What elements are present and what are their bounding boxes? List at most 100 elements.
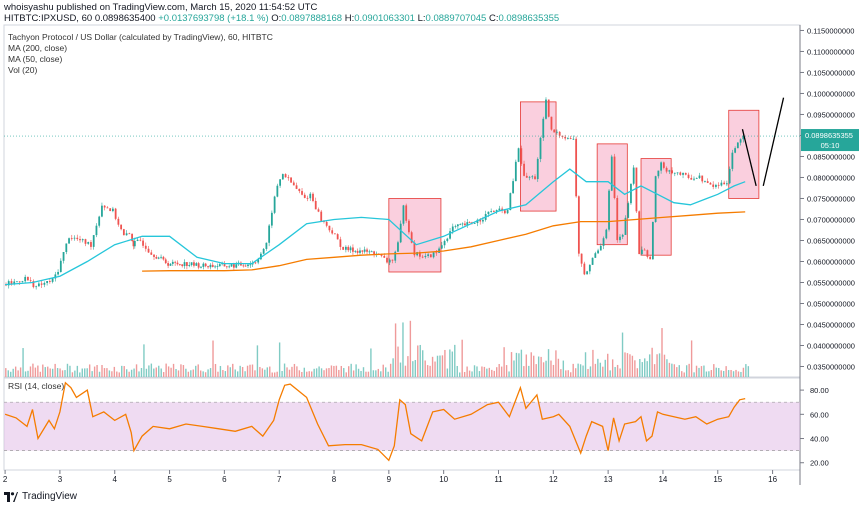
volume-bar <box>491 369 493 377</box>
volume-bar <box>656 354 658 377</box>
candle-body <box>106 207 109 209</box>
volume-bar <box>12 368 14 377</box>
candle-body <box>70 238 73 240</box>
candle-body <box>101 205 103 217</box>
highlight-box <box>388 198 442 273</box>
candle-body <box>682 172 684 175</box>
volume-bar <box>261 368 264 377</box>
volume-bar <box>624 352 626 377</box>
x-tick-label: 4 <box>113 475 118 484</box>
ma50-legend[interactable]: MA (50, close) <box>8 54 63 64</box>
candle-body <box>591 257 594 265</box>
candle-body <box>619 236 621 241</box>
volume-bar <box>32 363 34 377</box>
volume-bar <box>626 353 629 377</box>
volume-bar <box>150 363 153 377</box>
candle-body <box>501 208 504 211</box>
candle-body <box>331 230 334 234</box>
candle-body <box>370 251 373 253</box>
candle-body <box>51 278 54 282</box>
candle-body <box>35 286 38 288</box>
volume-bar <box>456 365 458 377</box>
candle-body <box>167 263 170 266</box>
candle-body <box>506 210 509 214</box>
ma200-line <box>142 211 746 272</box>
candle-body <box>7 281 10 286</box>
candle-body <box>81 239 84 241</box>
candle-body <box>171 261 174 264</box>
candle-body <box>473 222 476 224</box>
candle-body <box>260 253 262 260</box>
publisher-line: whoisyashu published on TradingView.com,… <box>4 2 317 13</box>
candle-body <box>247 264 249 267</box>
candle-body <box>388 259 391 263</box>
candle-body <box>575 138 578 197</box>
candle-body <box>421 256 424 258</box>
volume-bar <box>148 365 150 377</box>
y-tick-label: 0.0350000000 <box>807 362 855 371</box>
volume-bar <box>730 369 732 377</box>
volume-bar <box>199 370 202 377</box>
volume-bar <box>552 364 555 377</box>
price-change: +0.0137693798 (+18.1 %) <box>158 13 269 24</box>
candle-body <box>461 223 464 225</box>
volume-bar <box>190 370 192 377</box>
rsi-legend[interactable]: RSI (14, close) <box>8 381 65 391</box>
volume-bar <box>153 368 155 377</box>
volume-bar <box>293 363 296 377</box>
volume-bar <box>49 368 51 377</box>
candle-body <box>514 161 517 182</box>
candle-body <box>10 281 13 284</box>
candle-body <box>176 262 179 265</box>
candle-body <box>720 182 723 186</box>
candle-body <box>128 233 131 235</box>
candle-body <box>79 239 81 241</box>
volume-bar <box>355 364 357 377</box>
volume-bar <box>594 363 597 377</box>
candle-body <box>290 177 292 183</box>
volume-bar <box>116 371 118 377</box>
candle-body <box>225 266 228 268</box>
candle-body <box>136 239 139 241</box>
volume-bar <box>352 370 355 377</box>
volume-bar <box>246 365 249 377</box>
volume-bar <box>725 366 727 377</box>
candle-body <box>572 138 575 140</box>
candle-body <box>183 262 186 267</box>
volume-bar <box>402 322 404 377</box>
ma200-legend[interactable]: MA (200, close) <box>8 43 68 53</box>
y-tick-label: 0.0650000000 <box>807 236 855 245</box>
candle-body <box>446 238 449 241</box>
volume-bar <box>195 365 197 377</box>
candle-body <box>87 242 90 244</box>
candle-body <box>174 261 177 263</box>
candle-body <box>451 226 454 232</box>
candle-body <box>673 172 676 174</box>
volume-bar <box>715 367 717 377</box>
volume-bar <box>577 363 579 377</box>
volume-bar <box>392 358 394 377</box>
candle-body <box>509 193 512 211</box>
rsi-tick-label: 20.00 <box>810 459 829 468</box>
candle-body <box>597 250 599 254</box>
symbol-label: HITBTC:IPXUSD, 60 <box>4 13 93 24</box>
candle-body <box>701 175 704 182</box>
volume-bar <box>431 356 434 377</box>
footer-brand[interactable]: TradingView <box>4 491 77 502</box>
candle-body <box>704 181 706 182</box>
volume-bar <box>510 352 513 377</box>
volume-bar <box>540 356 542 377</box>
y-tick-label: 0.0550000000 <box>807 278 855 287</box>
candle-body <box>583 263 586 275</box>
candle-body <box>665 167 668 172</box>
vol-legend[interactable]: Vol (20) <box>8 65 38 75</box>
candle-body <box>244 265 247 267</box>
y-tick-label: 0.1050000000 <box>807 68 855 77</box>
candle-body <box>186 262 188 266</box>
candle-body <box>630 183 632 204</box>
volume-bar <box>219 365 222 377</box>
x-tick-label: 6 <box>222 475 227 484</box>
volume-bar <box>505 365 508 377</box>
volume-bar <box>59 368 61 377</box>
